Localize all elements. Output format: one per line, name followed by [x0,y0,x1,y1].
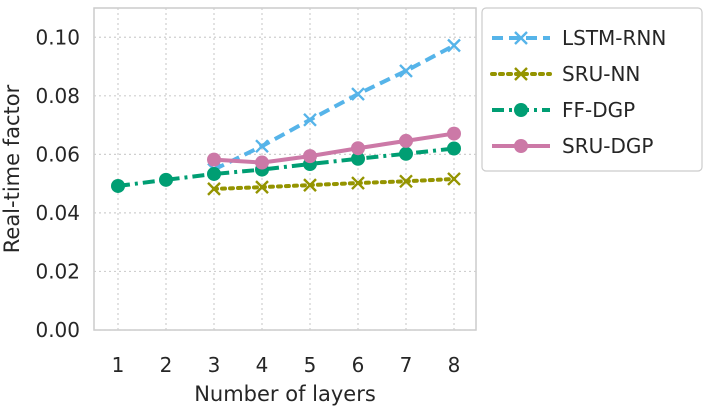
point-ff-dgp [159,172,173,187]
legend-label-sru-dgp: SRU-DGP [562,134,653,158]
y-tick-label: 0.08 [35,84,80,108]
legend: LSTM-RNN SRU-NN FF-DGP SRU-DGP [481,7,703,172]
x-tick-label: 8 [448,353,461,377]
x-tick-label: 4 [256,353,269,377]
legend-marker-ff-dgp [514,103,528,117]
legend-frame [481,7,703,172]
series-group [111,38,461,196]
line-ff-dgp [117,146,455,188]
point-sru-dgp [447,126,461,141]
point-sru-nn [303,178,317,192]
point-sru-nn [399,174,413,189]
point-sru-dgp [303,149,317,164]
y-tick-label: 0.06 [35,142,80,166]
point-ff-dgp [351,151,365,166]
y-tick-labels: 0.00 0.02 0.04 0.06 0.08 0.10 [35,25,80,342]
point-ff-dgp [447,141,461,156]
x-tick-label: 2 [160,353,173,377]
legend-marker-sru-dgp [514,139,528,153]
x-tick-label: 1 [112,353,125,377]
x-tick-label: 5 [304,353,317,377]
y-tick-label: 0.02 [35,259,80,283]
point-lstm-rnn [255,139,269,154]
point-sru-dgp [255,155,269,170]
line-lstm-rnn [213,43,455,172]
line-sru-dgp [213,131,455,165]
point-lstm-rnn [351,87,365,101]
point-lstm-rnn [447,38,461,53]
series-sru-nn [207,172,461,196]
legend-label-ff-dgp: FF-DGP [562,98,635,122]
line-sru-nn [212,176,456,191]
y-tick-label: 0.04 [35,201,80,225]
y-axis-label: Real-time factor [0,84,24,253]
x-tick-labels: 1 2 3 4 5 6 7 8 [112,353,461,377]
legend-label-lstm-rnn: LSTM-RNN [562,26,666,50]
point-ff-dgp [399,146,413,161]
x-tick-label: 3 [208,353,221,377]
y-tick-label: 0.00 [35,318,80,342]
point-sru-dgp [207,152,221,167]
point-lstm-rnn [399,64,413,78]
point-sru-nn [351,176,365,190]
point-ff-dgp [111,178,125,193]
point-sru-nn [255,180,269,194]
legend-marker-sru-nn [514,67,528,81]
legend-marker-lstm-rnn [514,31,528,45]
point-sru-nn [447,172,461,186]
series-sru-dgp [207,126,461,170]
point-sru-dgp [399,133,413,148]
series-lstm-rnn [207,38,461,177]
point-sru-nn [207,182,221,196]
y-tick-label: 0.10 [35,25,80,49]
x-tick-label: 6 [352,353,365,377]
plot-area [93,7,477,331]
x-tick-label: 7 [400,353,413,377]
point-sru-dgp [351,141,365,156]
point-lstm-rnn [303,112,317,127]
x-axis-label: Number of layers [194,382,376,406]
point-ff-dgp [207,166,221,181]
legend-label-sru-nn: SRU-NN [562,62,640,86]
